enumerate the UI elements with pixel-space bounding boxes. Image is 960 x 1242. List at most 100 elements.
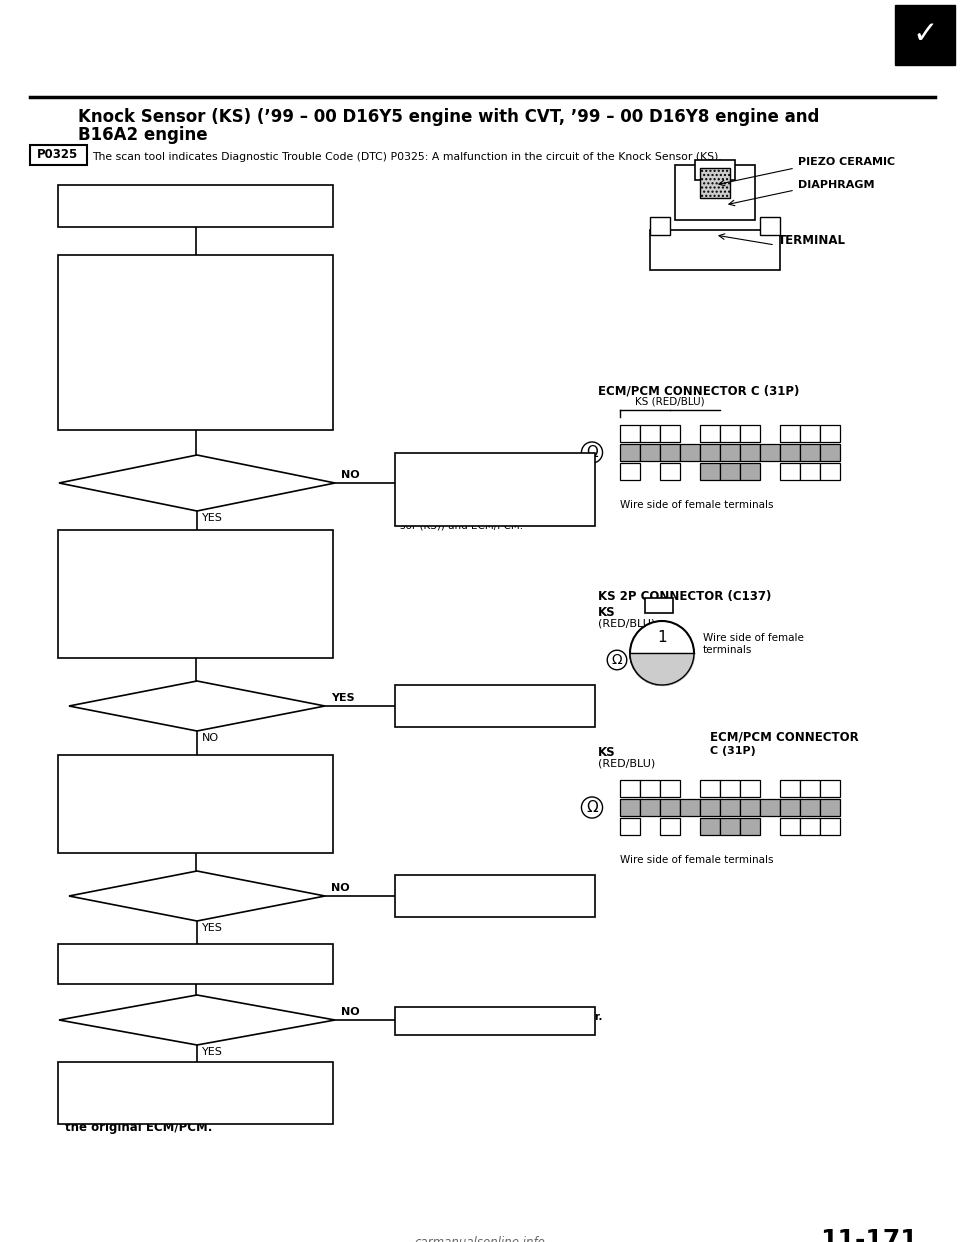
Text: DIAPHRAGM: DIAPHRAGM bbox=[798, 180, 875, 190]
Text: 23: 23 bbox=[625, 822, 636, 831]
Text: Repair short in the wire between
ECM/PCM (C3) and knock sensor.: Repair short in the wire between ECM/PCM… bbox=[400, 691, 594, 713]
Text: 7: 7 bbox=[747, 784, 753, 792]
Text: YES: YES bbox=[202, 923, 223, 933]
Text: KS (RED/BLU): KS (RED/BLU) bbox=[636, 397, 705, 407]
Bar bbox=[820, 463, 840, 479]
Text: C (31P): C (31P) bbox=[710, 746, 756, 756]
Bar bbox=[780, 463, 800, 479]
Text: 27: 27 bbox=[725, 822, 735, 831]
Bar bbox=[680, 443, 700, 461]
Bar bbox=[395, 876, 595, 917]
Text: 21: 21 bbox=[805, 448, 815, 457]
Text: Problem verification:: Problem verification: bbox=[65, 263, 204, 276]
Text: PIEZO CERAMIC: PIEZO CERAMIC bbox=[798, 156, 895, 166]
Text: 16: 16 bbox=[706, 448, 715, 457]
Text: — The MIL has been reported on.: — The MIL has been reported on. bbox=[68, 194, 288, 207]
Text: TERMINAL: TERMINAL bbox=[778, 233, 846, 246]
Text: 30: 30 bbox=[804, 467, 815, 476]
Text: 30: 30 bbox=[804, 822, 815, 831]
Text: ✓: ✓ bbox=[912, 21, 938, 50]
Text: ECM/PCM CONNECTOR: ECM/PCM CONNECTOR bbox=[710, 730, 859, 743]
Text: (RED/BLU): (RED/BLU) bbox=[598, 619, 656, 628]
Polygon shape bbox=[59, 995, 335, 1045]
Text: 27: 27 bbox=[725, 467, 735, 476]
Text: B16A2 engine: B16A2 engine bbox=[78, 125, 207, 144]
Text: — DTC P0325 is stored.: — DTC P0325 is stored. bbox=[68, 207, 223, 220]
Text: NO: NO bbox=[341, 1007, 360, 1017]
Text: 21: 21 bbox=[805, 804, 815, 812]
Bar bbox=[800, 443, 820, 461]
Bar bbox=[650, 217, 670, 235]
Bar bbox=[720, 780, 740, 797]
Text: 9: 9 bbox=[807, 784, 813, 792]
Bar bbox=[620, 425, 640, 442]
Text: Ω: Ω bbox=[612, 653, 622, 667]
Text: 20: 20 bbox=[785, 448, 795, 457]
Text: Check for a short in the wire (KS
line):: Check for a short in the wire (KS line): bbox=[65, 538, 282, 568]
Text: Is DTC P0325 indicated?: Is DTC P0325 indicated? bbox=[130, 478, 264, 488]
Text: 16: 16 bbox=[706, 804, 715, 812]
Bar bbox=[720, 799, 740, 816]
Bar bbox=[58, 530, 333, 658]
Text: YES: YES bbox=[331, 693, 354, 703]
Bar bbox=[800, 425, 820, 442]
Bar bbox=[58, 185, 333, 227]
Bar bbox=[395, 686, 595, 727]
Text: 10: 10 bbox=[825, 784, 836, 792]
Text: 20: 20 bbox=[785, 804, 795, 812]
Text: 1: 1 bbox=[627, 428, 633, 438]
Bar bbox=[645, 597, 673, 614]
Text: 22: 22 bbox=[826, 448, 835, 457]
Text: 17: 17 bbox=[725, 804, 734, 812]
Bar bbox=[820, 443, 840, 461]
Bar bbox=[660, 799, 680, 816]
Bar bbox=[640, 780, 660, 797]
Text: Check for an open in the wire
(KS line):: Check for an open in the wire (KS line): bbox=[65, 763, 261, 792]
Circle shape bbox=[630, 621, 694, 686]
Text: (RED/BLU): (RED/BLU) bbox=[598, 759, 656, 769]
Bar bbox=[800, 463, 820, 479]
Bar bbox=[660, 780, 680, 797]
Bar bbox=[700, 443, 720, 461]
Bar bbox=[660, 463, 680, 479]
Text: 1.  Turn the ignition switch OFF.
2.  Disconnect the knock sensor
    1P connect: 1. Turn the ignition switch OFF. 2. Disc… bbox=[65, 559, 247, 635]
Bar bbox=[700, 799, 720, 816]
Bar bbox=[820, 425, 840, 442]
Text: 31: 31 bbox=[825, 822, 835, 831]
Bar bbox=[675, 165, 755, 220]
Bar bbox=[820, 818, 840, 835]
Text: Knock Sensor (KS) (’99 – 00 D16Y5 engine with CVT, ’99 – 00 D16Y8 engine and: Knock Sensor (KS) (’99 – 00 D16Y5 engine… bbox=[78, 108, 820, 125]
Text: Repair open in the wire between
ECM/PCM (C3) and knock sensor.: Repair open in the wire between ECM/PCM … bbox=[400, 881, 592, 903]
Text: P0325: P0325 bbox=[37, 149, 79, 161]
Text: 10: 10 bbox=[825, 428, 836, 438]
Bar bbox=[640, 443, 660, 461]
Polygon shape bbox=[69, 681, 325, 732]
Text: 1.  Do the ECM/PCM Reset Pro-
    cedure.
2.  Start the engine. Hold the
    eng: 1. Do the ECM/PCM Reset Pro- cedure. 2. … bbox=[65, 276, 245, 405]
Bar bbox=[395, 453, 595, 527]
Text: carmanualsonline.info: carmanualsonline.info bbox=[415, 1236, 545, 1242]
Text: 11-171: 11-171 bbox=[820, 1228, 918, 1242]
Bar bbox=[395, 1007, 595, 1035]
Bar bbox=[780, 818, 800, 835]
Bar bbox=[660, 818, 680, 835]
Text: Ω: Ω bbox=[587, 445, 598, 460]
Text: 1: 1 bbox=[627, 784, 633, 792]
Text: ECM/PCM CONNECTOR C (31P): ECM/PCM CONNECTOR C (31P) bbox=[598, 385, 800, 397]
Text: Substitute a known-good ECM/
PCM and recheck. If symptom/
indication goes away, : Substitute a known-good ECM/ PCM and rec… bbox=[65, 1071, 269, 1134]
Text: NO: NO bbox=[341, 469, 360, 479]
Text: Is DTC P0325 indicated?: Is DTC P0325 indicated? bbox=[130, 1015, 264, 1025]
Bar bbox=[620, 818, 640, 835]
Bar bbox=[740, 463, 760, 479]
Text: 3: 3 bbox=[667, 428, 673, 438]
Bar bbox=[800, 780, 820, 797]
Text: 18: 18 bbox=[745, 804, 755, 812]
Bar bbox=[720, 463, 740, 479]
Text: YES: YES bbox=[202, 513, 223, 523]
Text: YES: YES bbox=[202, 1047, 223, 1057]
Bar bbox=[780, 443, 800, 461]
Bar bbox=[780, 799, 800, 816]
Bar bbox=[740, 799, 760, 816]
Text: NO: NO bbox=[331, 883, 349, 893]
Text: KS: KS bbox=[598, 606, 615, 619]
Text: KS 2P CONNECTOR (C137): KS 2P CONNECTOR (C137) bbox=[598, 590, 772, 604]
